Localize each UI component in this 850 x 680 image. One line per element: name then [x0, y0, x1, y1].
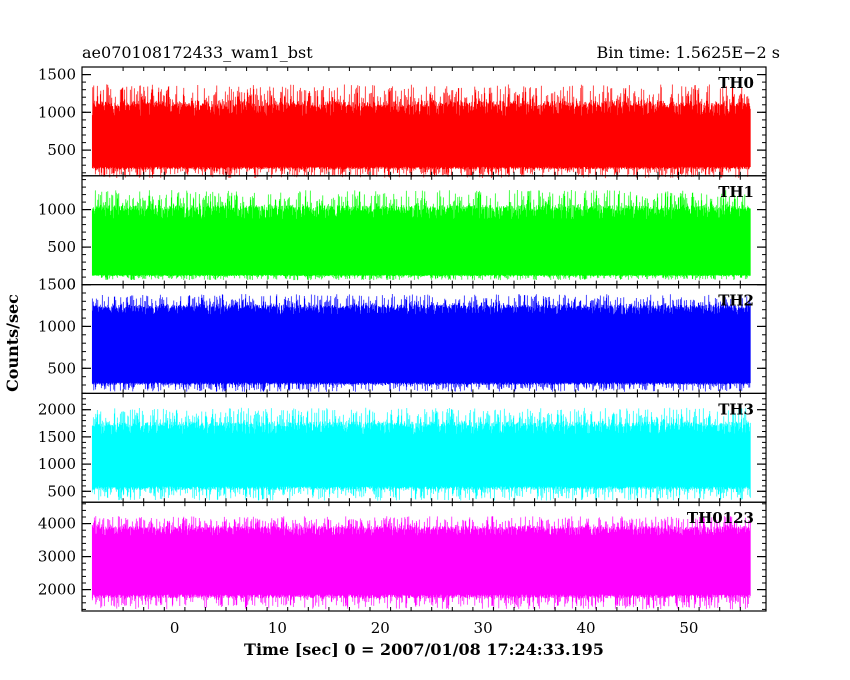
- y-tick-label: 1500: [38, 428, 76, 446]
- series-trace-th2: [91, 293, 751, 392]
- series-trace-th0123: [91, 516, 751, 610]
- x-tick-label: 30: [474, 619, 493, 637]
- series-trace-th3: [91, 407, 751, 501]
- series-label-th0: TH0: [718, 74, 754, 92]
- panel-th0123: 2000 3000 4000 TH0123: [38, 501, 767, 612]
- series-trace-th0: [91, 84, 751, 179]
- y-tick-label: 1000: [38, 317, 76, 335]
- y-axis-title: Counts/sec: [3, 294, 22, 392]
- y-tick-label: 2000: [38, 401, 76, 419]
- y-tick-label: 1500: [38, 66, 76, 84]
- series-label-th0123: TH0123: [687, 509, 754, 527]
- y-tick-label: 0: [66, 276, 76, 294]
- y-tick-label: 4000: [38, 515, 76, 533]
- y-tick-label: 500: [47, 141, 76, 159]
- x-axis-title: Time [sec] 0 = 2007/01/08 17:24:33.195: [244, 640, 604, 659]
- panel-th0: 500 1000 1500 TH0: [38, 66, 767, 179]
- panel-th2: 500 1000 1500 TH2: [38, 276, 767, 395]
- y-tick-label: 500: [47, 238, 76, 256]
- y-tick-label: 500: [47, 482, 76, 500]
- y-tick-label: 1000: [38, 455, 76, 473]
- x-tick-label: 10: [268, 619, 287, 637]
- series-trace-th1: [91, 189, 751, 281]
- y-tick-label: 1000: [38, 201, 76, 219]
- y-tick-label: 3000: [38, 548, 76, 566]
- y-tick-label: 2000: [38, 581, 76, 599]
- x-tick-label: 40: [576, 619, 595, 637]
- bin-time-label: Bin time: 1.5625E−2 s: [597, 43, 780, 62]
- x-tick-label: 0: [170, 619, 180, 637]
- x-axis: 0 10 20 30 40 50: [170, 619, 699, 637]
- y-tick-label: 1500: [38, 276, 76, 294]
- panel-th3: 500 1000 1500 2000 TH3: [38, 392, 767, 503]
- y-tick-label: 500: [47, 359, 76, 377]
- series-label-th1: TH1: [718, 183, 754, 201]
- chart-title: ae070108172433_wam1_bst: [82, 43, 313, 62]
- series-label-th2: TH2: [718, 292, 754, 310]
- x-tick-label: 50: [679, 619, 698, 637]
- y-tick-label: 1000: [38, 103, 76, 121]
- panel-th1: 0 500 1000 TH1: [38, 175, 767, 294]
- x-tick-label: 20: [371, 619, 390, 637]
- series-label-th3: TH3: [718, 400, 754, 418]
